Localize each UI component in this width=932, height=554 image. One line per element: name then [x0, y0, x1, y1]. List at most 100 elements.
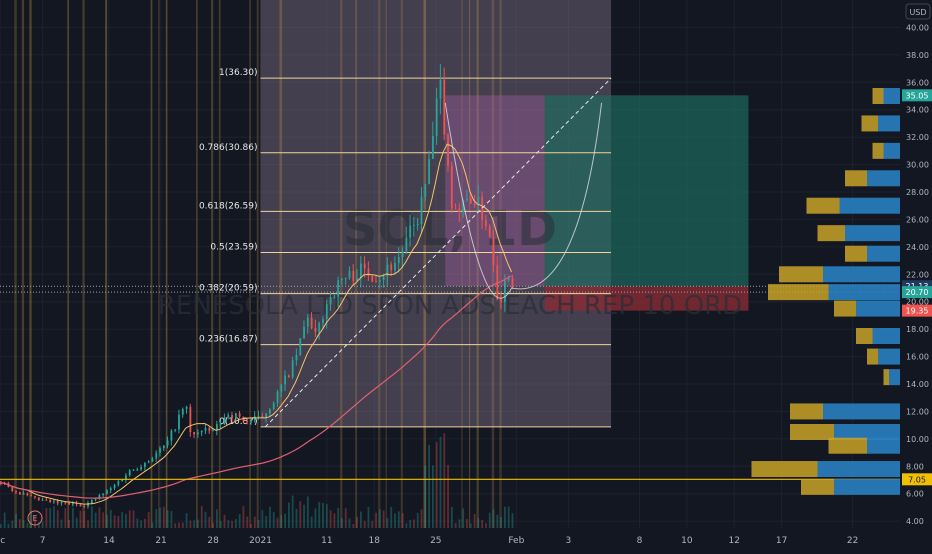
earnings-icon-glyph: E [32, 514, 37, 523]
time-axis[interactable]: ec 7 14 21 28 2021 11 18 25 Feb 3 8 10 12 17 22 [0, 528, 932, 550]
volume-bar [238, 513, 241, 528]
fibonacci-retracement[interactable]: 1(36.30) 0.786(30.86) 0.618(26.59) 0.5(23.5… [199, 68, 612, 428]
fib-level-label: 0.786(30.86) [199, 143, 258, 153]
volume-bar [227, 520, 230, 528]
volume-bar [473, 513, 476, 528]
volume-bar [428, 445, 431, 528]
volume-bar [212, 522, 215, 528]
session-stripe [340, 0, 343, 528]
volume-bar [329, 510, 332, 528]
time-tick-label: 14 [103, 536, 115, 546]
time-tick-label: 18 [368, 536, 380, 546]
candle-body [348, 270, 351, 278]
events-marker[interactable]: E [27, 510, 43, 526]
volume-bar [98, 507, 101, 528]
price-tick-label: 8.00 [906, 462, 924, 471]
volume-bar [106, 515, 108, 528]
candle-body [166, 440, 169, 446]
volume-bar [193, 520, 196, 528]
volume-bar [166, 510, 169, 528]
vp-buy-bar [823, 403, 900, 420]
candle-body [178, 414, 180, 430]
volume-bar [405, 523, 408, 528]
candle-body [394, 262, 396, 271]
volume-bar [443, 433, 446, 528]
volume-bar [504, 506, 506, 528]
fib-level-label: 0(10.87) [219, 417, 258, 427]
volume-bar [246, 516, 249, 528]
candle-body [329, 296, 332, 305]
session-stripe [67, 0, 70, 528]
price-tick-label: 20.00 [906, 298, 929, 307]
volume-bar [144, 518, 146, 528]
cup-curve[interactable] [444, 102, 603, 299]
vp-sell-bar [872, 142, 884, 159]
trend-line[interactable] [264, 77, 612, 428]
volume-bar [49, 508, 52, 528]
currency-badge[interactable]: USD [905, 3, 931, 20]
volume-bar [41, 521, 44, 528]
candle-body [231, 415, 233, 419]
candle-body [106, 490, 108, 494]
price-tick-label: 26.00 [906, 215, 929, 224]
fib-level-label: 1(36.30) [219, 68, 258, 78]
volume-bar [26, 523, 29, 528]
volume-bar [53, 506, 55, 528]
price-tick-label: 40.00 [906, 23, 929, 32]
vp-buy-bar [839, 197, 900, 214]
price-axis[interactable]: 4.00 6.00 8.00 10.00 12.00 14.00 16.00 18.00 20.… [900, 0, 932, 550]
volume-bar [469, 523, 472, 528]
drawing-overlays[interactable] [0, 77, 900, 480]
volume-bar [242, 506, 245, 528]
fib-level-label: 0.236(16.87) [199, 335, 258, 345]
volume-bar [481, 519, 484, 528]
earnings-icon[interactable] [27, 510, 43, 526]
candle-body [485, 220, 487, 227]
candle-body [371, 275, 374, 282]
vp-buy-bar [872, 328, 900, 344]
grid-lines [0, 0, 900, 528]
candle-body [87, 502, 89, 507]
session-stripe [211, 0, 213, 528]
volume-bar [22, 520, 25, 528]
volume-bar [435, 442, 438, 528]
candle-body [90, 499, 93, 503]
price-badge-label: 20.70 [906, 288, 929, 297]
volume-bar [462, 508, 465, 528]
volume-bar [30, 511, 33, 528]
volume-bar [261, 510, 264, 528]
candle-body [344, 277, 347, 280]
candle-body [318, 322, 321, 332]
time-tick-label: ec [0, 536, 5, 546]
candle-body [109, 488, 112, 491]
candle-body [15, 491, 17, 493]
volume-bar [269, 506, 271, 528]
candle-body [140, 467, 143, 470]
volume-bar [416, 512, 419, 528]
price-tick-label: 28.00 [906, 188, 929, 197]
vp-buy-bar [889, 369, 900, 386]
vp-sell-bar [790, 403, 823, 420]
volume-bar [397, 511, 400, 528]
volume-bar [132, 510, 135, 528]
price-tick-label: 10.00 [906, 435, 929, 444]
candle-body [450, 165, 453, 209]
price-badge [902, 473, 932, 486]
volume-bar [291, 495, 294, 528]
fib-level-label: 0.618(26.59) [199, 201, 258, 211]
candle-body [378, 280, 381, 282]
session-stripe [21, 0, 25, 528]
candle-body [117, 481, 120, 485]
session-stripe [14, 0, 17, 528]
candle-body [337, 280, 340, 297]
time-tick-label: 2021 [249, 536, 272, 546]
candle-body [333, 296, 336, 298]
volume-bar [401, 513, 404, 528]
candle-body [147, 461, 150, 463]
ma-slow-line [0, 275, 512, 499]
volume-bar [409, 519, 412, 528]
volume-bar [386, 518, 389, 528]
time-tick-label: 11 [321, 536, 332, 546]
